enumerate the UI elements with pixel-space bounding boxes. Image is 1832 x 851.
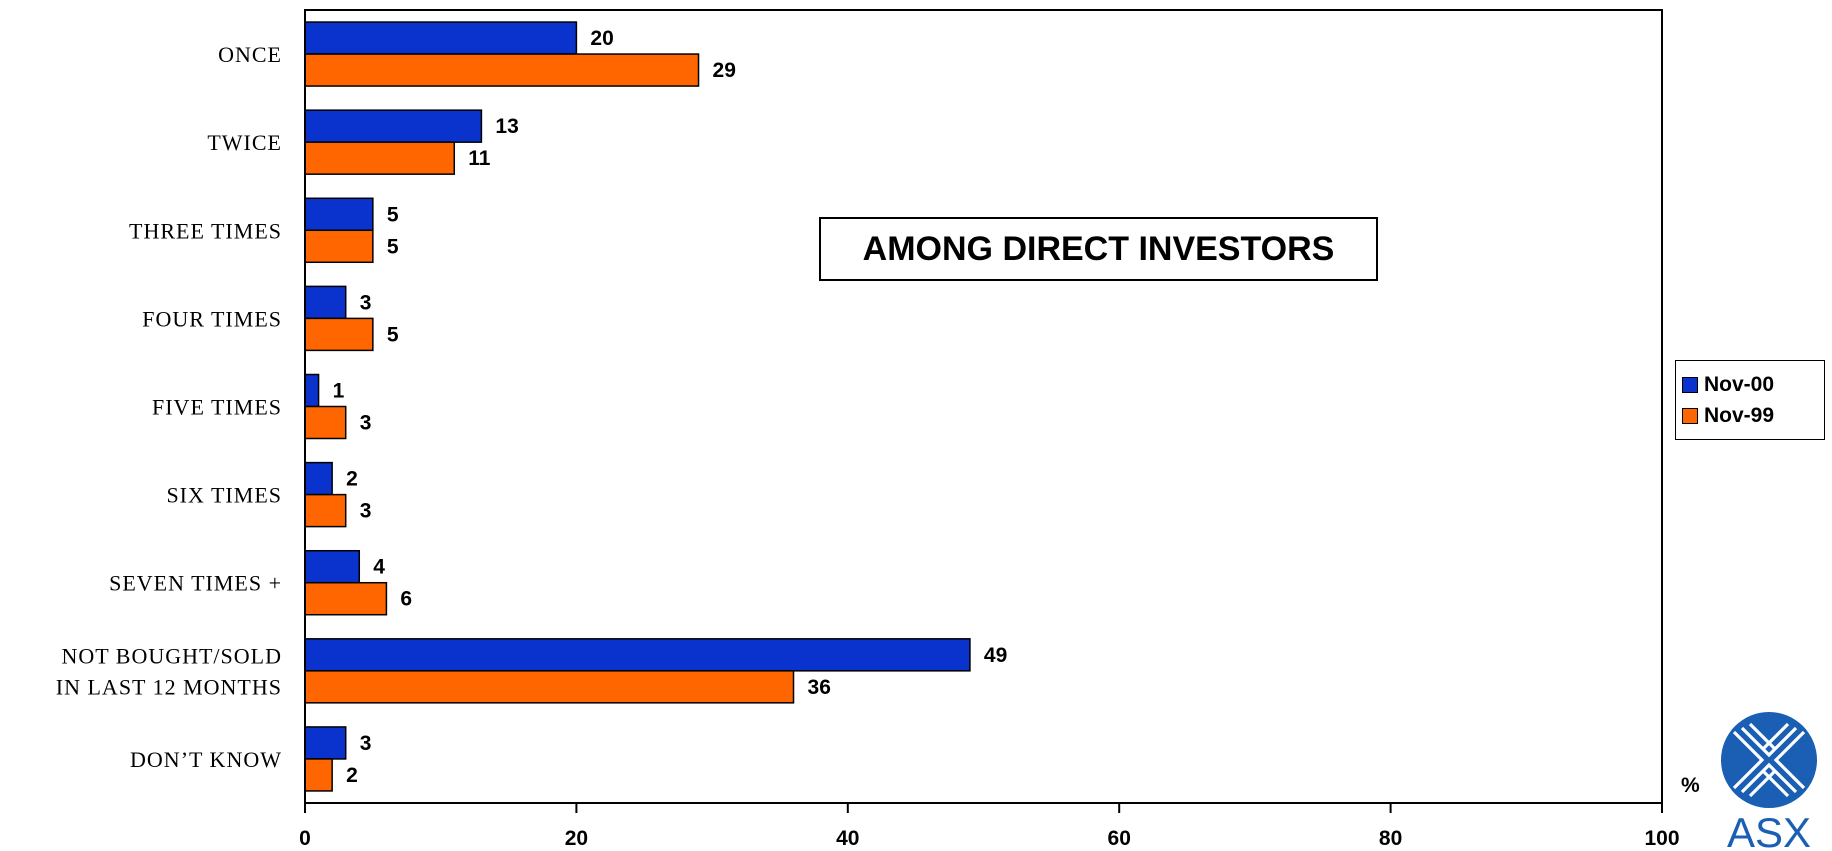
asx-logo-icon: ASX [1721, 712, 1817, 851]
bar-nov-00 [304, 549, 361, 584]
value-label: 2 [346, 764, 358, 787]
category-label: ONCE [218, 42, 282, 67]
axis-unit-label: % [1681, 774, 1700, 797]
bar-nov-99 [304, 758, 333, 792]
category-labels: ONCE TWICE THREE TIMES FOUR TIMES FIVE TIMES… [56, 42, 282, 772]
legend-item-nov-00: Nov-00 [1682, 369, 1818, 400]
legend: Nov-00 Nov-99 [1675, 360, 1825, 440]
value-label: 3 [360, 291, 372, 314]
value-label: 49 [984, 644, 1007, 667]
x-tick-label: 0 [299, 827, 311, 850]
bar-nov-00 [304, 109, 483, 143]
x-tick-label: 20 [565, 827, 588, 850]
value-label: 3 [360, 732, 372, 755]
bar-nov-99 [304, 317, 374, 352]
value-label: 5 [387, 203, 399, 226]
bar-nov-00 [304, 461, 333, 496]
bar-nov-99 [304, 229, 374, 264]
bar-nov-99 [304, 493, 347, 528]
value-label: 29 [713, 59, 736, 82]
x-tick-label: 60 [1108, 827, 1131, 850]
x-tick-label: 40 [836, 827, 859, 850]
value-label: 36 [808, 676, 831, 699]
value-label: 3 [360, 500, 372, 523]
legend-label-nov-00: Nov-00 [1704, 372, 1775, 396]
bar-nov-00 [304, 285, 347, 320]
value-label: 20 [590, 27, 613, 50]
value-label: 13 [495, 115, 518, 138]
bars [304, 21, 971, 792]
legend-label-nov-99: Nov-99 [1704, 403, 1775, 427]
legend-item-nov-99: Nov-99 [1682, 400, 1818, 431]
category-label: SIX TIMES [166, 483, 282, 508]
value-label: 5 [387, 323, 399, 346]
value-label: 4 [373, 556, 385, 579]
value-label: 2 [346, 468, 358, 491]
legend-swatch-nov-00 [1682, 376, 1698, 393]
value-label: 11 [468, 147, 491, 170]
bar-nov-99 [304, 405, 347, 440]
category-label: FIVE TIMES [152, 395, 282, 420]
bar-nov-00 [304, 21, 578, 55]
bar-nov-99 [304, 581, 388, 616]
x-tick-label: 80 [1379, 827, 1402, 850]
legend-swatch-nov-99 [1682, 407, 1698, 424]
category-label: TWICE [207, 130, 282, 155]
category-label: THREE TIMES [129, 218, 282, 243]
plot-area-frame [304, 9, 1663, 804]
category-label: FOUR TIMES [142, 306, 282, 331]
value-label: 5 [387, 235, 399, 258]
bar-nov-00 [304, 373, 320, 408]
bar-nov-99 [304, 670, 795, 704]
bar-nov-00 [304, 197, 374, 232]
category-label: SEVEN TIMES + [109, 571, 282, 596]
bar-nov-00 [304, 726, 347, 760]
chart-title: AMONG DIRECT INVESTORS [819, 217, 1378, 281]
bar-nov-99 [304, 141, 456, 175]
asx-logo-text: ASX [1727, 809, 1811, 851]
value-label: 1 [333, 380, 345, 403]
x-tick-label: 100 [1644, 827, 1679, 850]
value-label: 6 [400, 588, 412, 611]
bar-nov-00 [304, 638, 971, 672]
category-label: NOT BOUGHT/SOLD IN LAST 12 MONTHS [56, 643, 282, 699]
axes: 0 20 40 60 80 100 [299, 9, 1680, 850]
value-label: 3 [360, 412, 372, 435]
bar-nov-99 [304, 53, 700, 87]
category-label: DON’T KNOW [130, 747, 282, 772]
